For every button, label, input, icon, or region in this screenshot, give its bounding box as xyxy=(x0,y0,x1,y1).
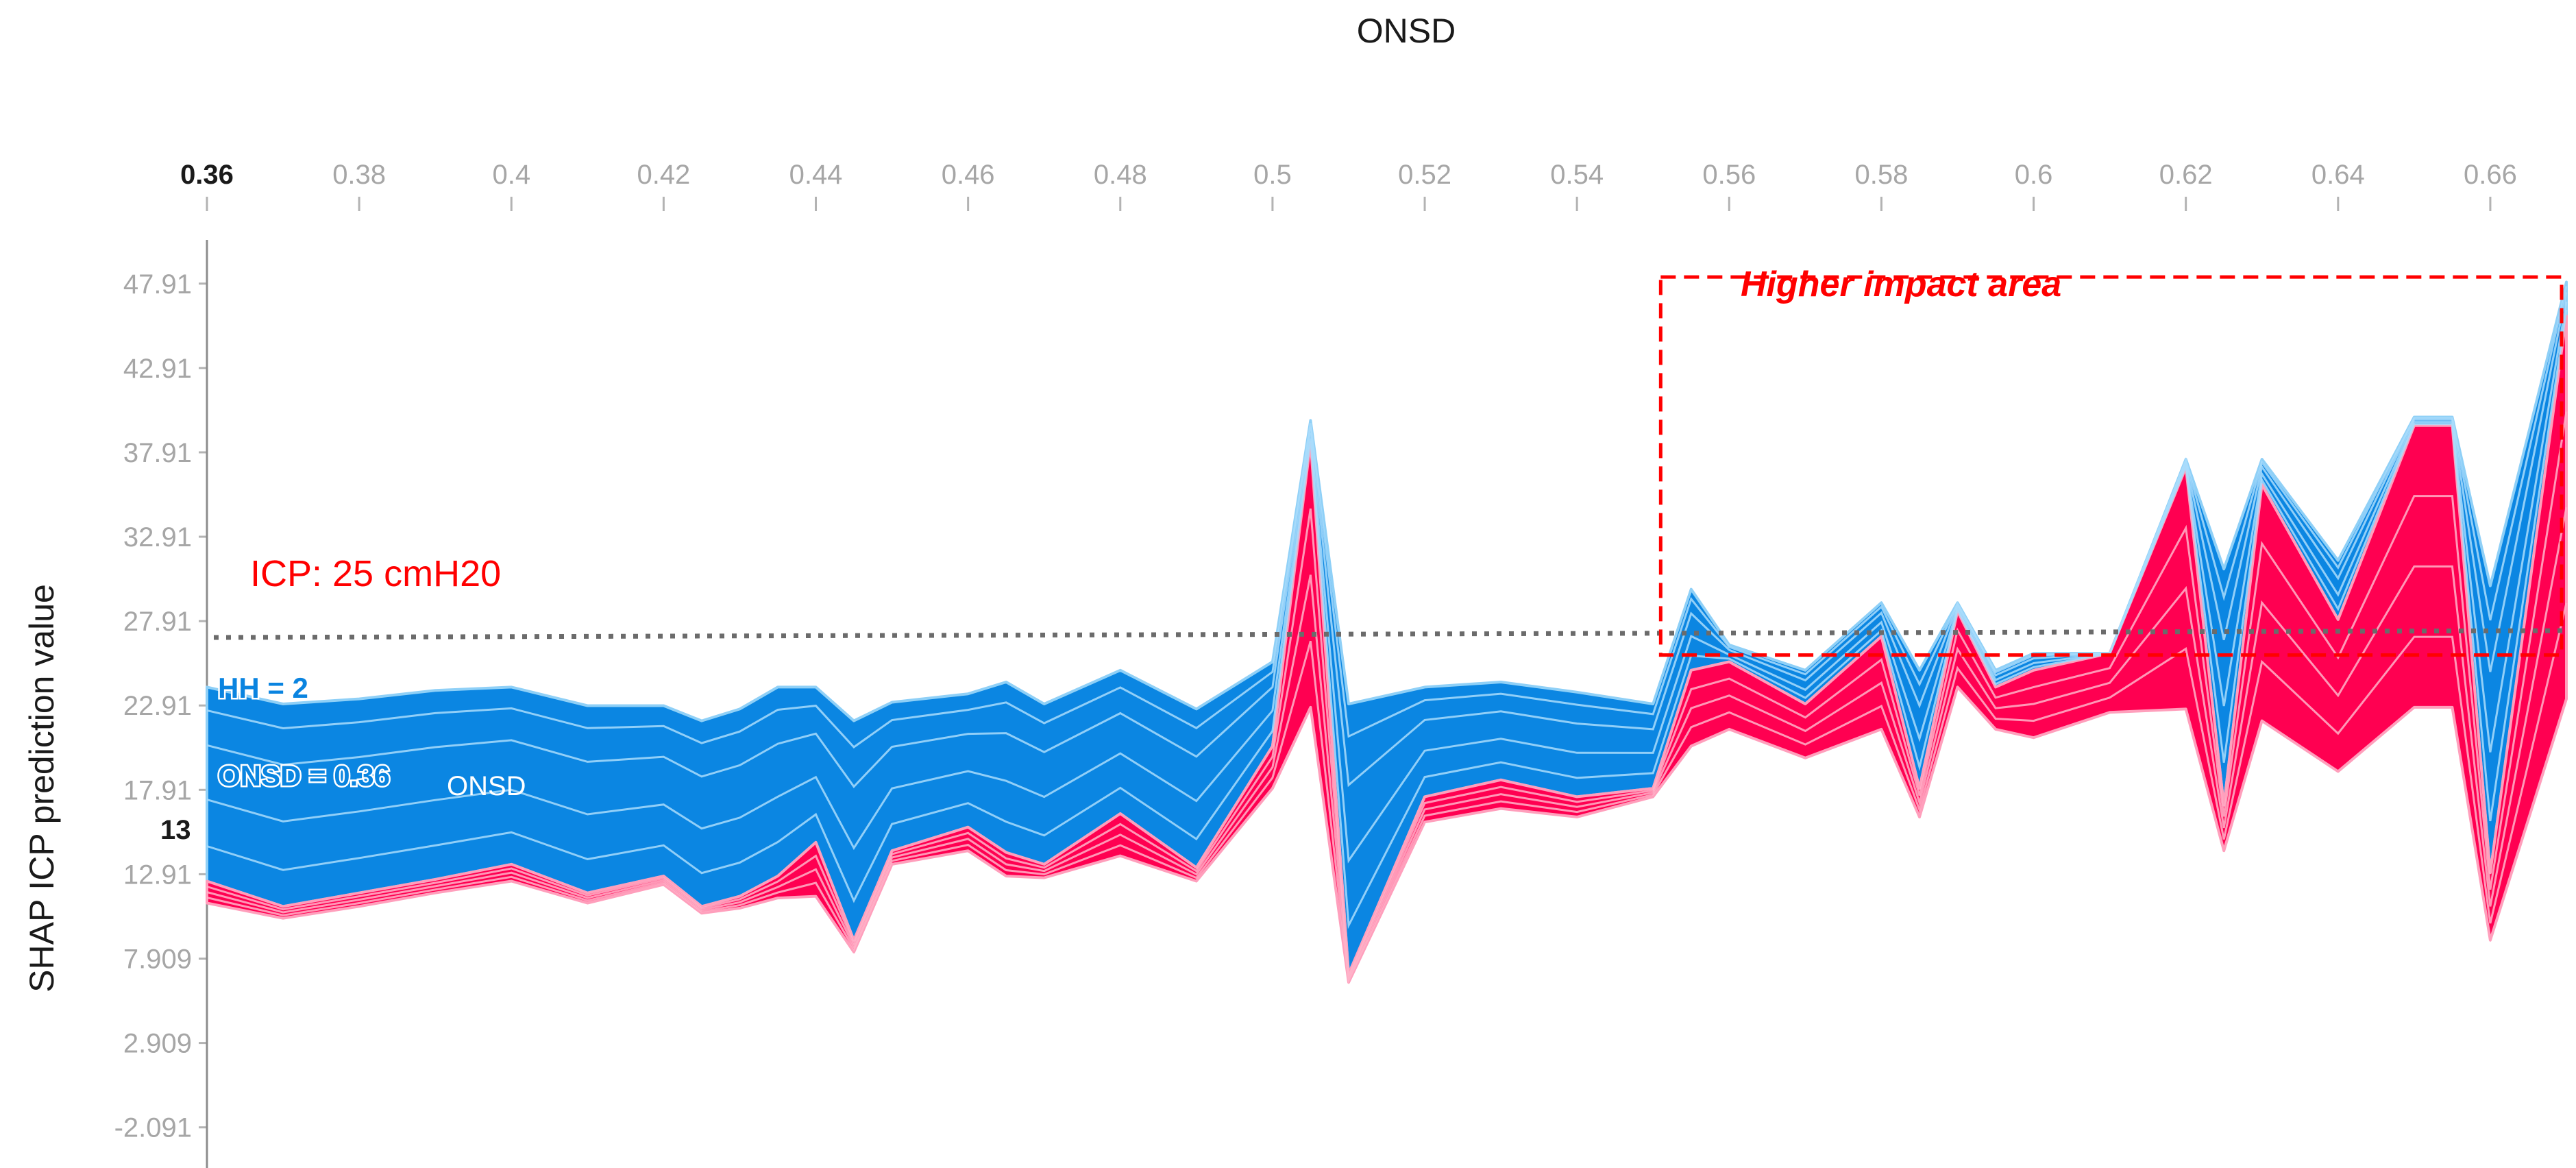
feature-label-onsd-value: ONSD = 0.36 xyxy=(218,759,390,792)
y-tick-label: 32.91 xyxy=(123,522,192,552)
red-feature-boundary xyxy=(206,507,2568,982)
x-tick-label: 0.5 xyxy=(1253,160,1292,190)
x-tick-label: 0.38 xyxy=(332,160,386,190)
y-tick-label: 37.91 xyxy=(123,438,192,468)
y-tick-label: 2.909 xyxy=(123,1029,192,1059)
y-tick-label: 22.91 xyxy=(123,691,192,721)
x-tick-label: 0.4 xyxy=(492,160,530,190)
x-tick-label: 0.58 xyxy=(1854,160,1908,190)
positive-contribution-area xyxy=(206,314,2568,984)
y-tick-label: 17.91 xyxy=(123,775,192,805)
blue-feature-boundary xyxy=(206,301,2568,864)
feature-label-hh: HH = 2 xyxy=(218,672,308,704)
chart-title: ONSD xyxy=(1357,12,1456,50)
threshold-label: ICP: 25 cmH20 xyxy=(250,553,501,594)
x-tick-label: 0.66 xyxy=(2464,160,2517,190)
y-tick-label: 12.91 xyxy=(123,860,192,890)
x-tick-label: 0.48 xyxy=(1094,160,1147,190)
feature-label-onsd-inline: ONSD xyxy=(447,771,526,801)
red-feature-boundary xyxy=(206,411,2568,977)
x-tick-label: 0.36 xyxy=(180,160,234,190)
x-tick-label: 0.62 xyxy=(2159,160,2213,190)
y-tick-label: 27.91 xyxy=(123,607,192,637)
base-value-label: 13 xyxy=(160,815,191,845)
x-tick-label: 0.6 xyxy=(2015,160,2053,190)
x-tick-label: 0.46 xyxy=(942,160,995,190)
blue-feature-boundary xyxy=(206,286,2568,749)
y-axis-title: SHAP ICP prediction value xyxy=(23,584,61,993)
x-tick-label: 0.54 xyxy=(1550,160,1604,190)
higher-impact-label: Higher impact area xyxy=(1741,265,2061,304)
red-feature-boundary xyxy=(206,603,2568,984)
y-tick-label: 47.91 xyxy=(123,269,192,300)
higher-impact-box xyxy=(1658,275,2564,657)
x-tick-label: 0.42 xyxy=(637,160,690,190)
x-axis: 0.36 0.38 0.4 0.42 0.44 0.46 0.48 0.5 0.52 0.54 0.… xyxy=(180,160,2517,211)
x-tick-label: 0.52 xyxy=(1398,160,1451,190)
blue-feature-boundary xyxy=(206,309,2568,929)
y-tick-label: 7.909 xyxy=(123,945,192,975)
y-axis: 47.91 42.91 37.91 32.91 27.91 22.91 17.91 12.91… xyxy=(114,269,207,1143)
x-tick-label: 0.64 xyxy=(2311,160,2365,190)
y-tick-label: 42.91 xyxy=(123,354,192,384)
blue-feature-boundary xyxy=(206,292,2568,788)
area-layers xyxy=(206,280,2568,984)
x-tick-label: 0.44 xyxy=(789,160,843,190)
y-tick-label: -2.091 xyxy=(114,1113,192,1143)
x-tick-label: 0.56 xyxy=(1702,160,1756,190)
threshold-line xyxy=(213,628,2567,640)
